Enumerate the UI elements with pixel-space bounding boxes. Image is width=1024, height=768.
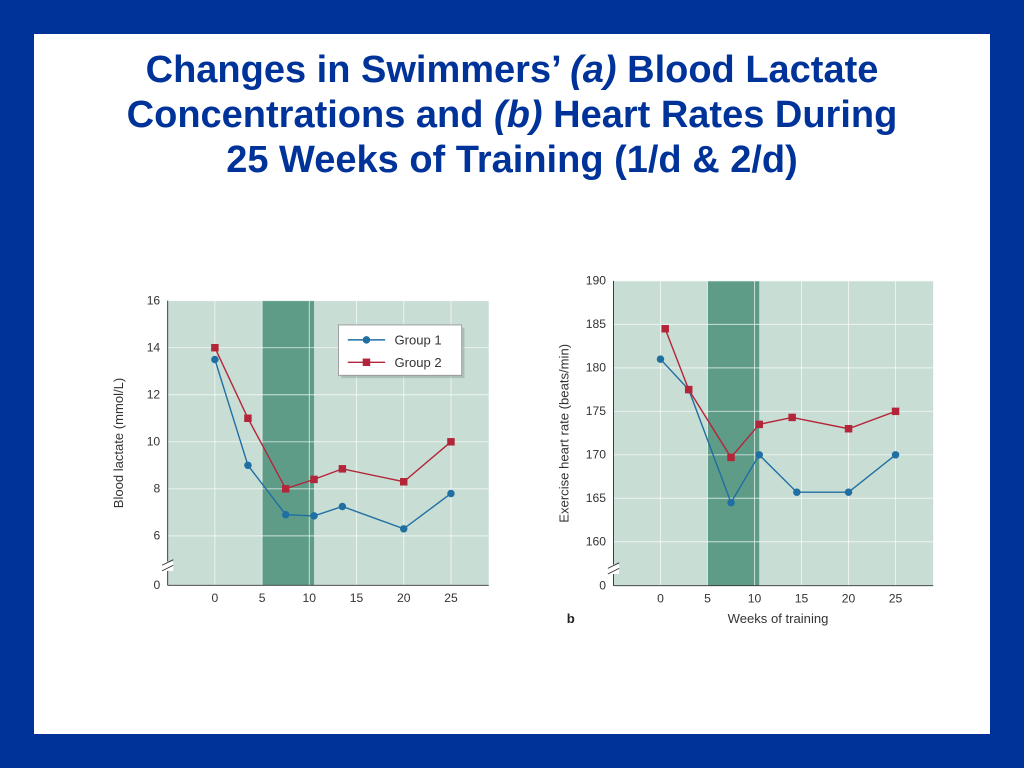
y-axis-label: Blood lactate (mmol/L) [111, 378, 126, 509]
x-tick-label: 25 [444, 591, 458, 604]
group-1-point [281, 510, 290, 519]
title-text: Changes in Swimmers’ [145, 49, 571, 91]
x-tick-label: 25 [889, 592, 903, 606]
group-1-point [211, 355, 219, 364]
y-tick-label: 185 [586, 317, 607, 331]
x-tick-label: 5 [704, 592, 711, 606]
group-2-point [338, 465, 347, 473]
group-1-point [844, 488, 853, 496]
axis-break-marker [161, 559, 174, 572]
y-tick-label: 0 [153, 578, 160, 592]
y-tick-label: 6 [153, 529, 160, 543]
blood-lactate-chart: 068101214160510152025Weeks of trainingBl… [111, 293, 489, 604]
plot-background [613, 280, 934, 586]
x-tick-label: 0 [657, 592, 664, 606]
x-axis-label: Weeks of training [728, 611, 829, 626]
title-label-a: (a) [570, 49, 617, 91]
title-text: Concentrations and [126, 94, 495, 136]
group-1-point [244, 461, 252, 470]
group-1-point [310, 512, 318, 520]
title-text: 25 Weeks of Training (1/d & 2/d) [226, 139, 798, 181]
group-2-point [727, 453, 735, 462]
legend-group-2-label: Group 2 [394, 355, 441, 370]
x-tick-label: 5 [259, 591, 266, 604]
x-tick-label: 20 [397, 591, 411, 604]
y-tick-label: 16 [147, 293, 161, 307]
x-tick-label: 0 [212, 591, 219, 604]
legend-group-2-marker [362, 358, 371, 366]
panel-label: b [567, 611, 575, 626]
group-2-point [684, 385, 693, 394]
y-tick-label: 165 [586, 491, 607, 505]
group-2-point [661, 325, 669, 333]
group-2-point [281, 485, 290, 493]
group-2-point [788, 413, 796, 422]
group-1-point [755, 451, 763, 459]
slide-title: Changes in Swimmers’ (a) Blood Lactate C… [34, 48, 990, 183]
group-1-point [400, 525, 408, 533]
group-2-point [211, 343, 219, 352]
group-2-point [310, 475, 318, 484]
title-text: Blood Lactate [616, 49, 879, 91]
y-tick-label: 160 [586, 534, 607, 548]
slide-panel: Changes in Swimmers’ (a) Blood Lactate C… [34, 34, 990, 734]
group-2-point [447, 438, 455, 446]
y-axis-label: Exercise heart rate (beats/min) [557, 344, 572, 523]
axis-break-gap [607, 564, 620, 574]
y-tick-label: 175 [586, 404, 607, 418]
y-tick-label: 10 [147, 435, 161, 449]
legend-box [338, 324, 463, 376]
y-tick-label: 12 [147, 387, 161, 401]
x-tick-label: 10 [748, 592, 762, 606]
group-2-point [844, 424, 853, 433]
group-1-point [793, 488, 801, 496]
axis-break-gap [162, 561, 174, 571]
x-tick-label: 20 [842, 592, 856, 606]
legend-group-1-marker [362, 336, 371, 344]
title-text: Heart Rates During [542, 94, 898, 136]
group-2-point [755, 420, 763, 429]
axis-break-marker [607, 562, 620, 575]
group-1-point [447, 489, 455, 498]
group-1-point [891, 451, 900, 459]
y-tick-label: 0 [599, 578, 606, 592]
y-tick-label: 8 [153, 482, 160, 496]
group-2-point [244, 414, 252, 422]
group-1-point [656, 355, 665, 363]
group-2-point [400, 478, 408, 486]
heart-rate-chart: 0 160 165 170 175 180 185 190 0 5 10 15 20 25 Weeks of… [557, 274, 934, 626]
x-tick-label: 10 [303, 591, 317, 604]
title-label-b: (b) [494, 94, 543, 136]
x-tick-label: 15 [350, 591, 364, 604]
taper-shaded-region [262, 300, 315, 586]
y-tick-label: 170 [586, 448, 607, 462]
y-tick-label: 180 [586, 361, 607, 375]
x-tick-label: 15 [795, 592, 809, 606]
group-2-point [891, 407, 900, 416]
legend-group-1-label: Group 1 [394, 333, 441, 348]
group-1-point [338, 502, 347, 511]
y-tick-label: 190 [586, 274, 607, 288]
y-tick-label: 14 [147, 340, 161, 354]
group-1-point [727, 498, 735, 507]
